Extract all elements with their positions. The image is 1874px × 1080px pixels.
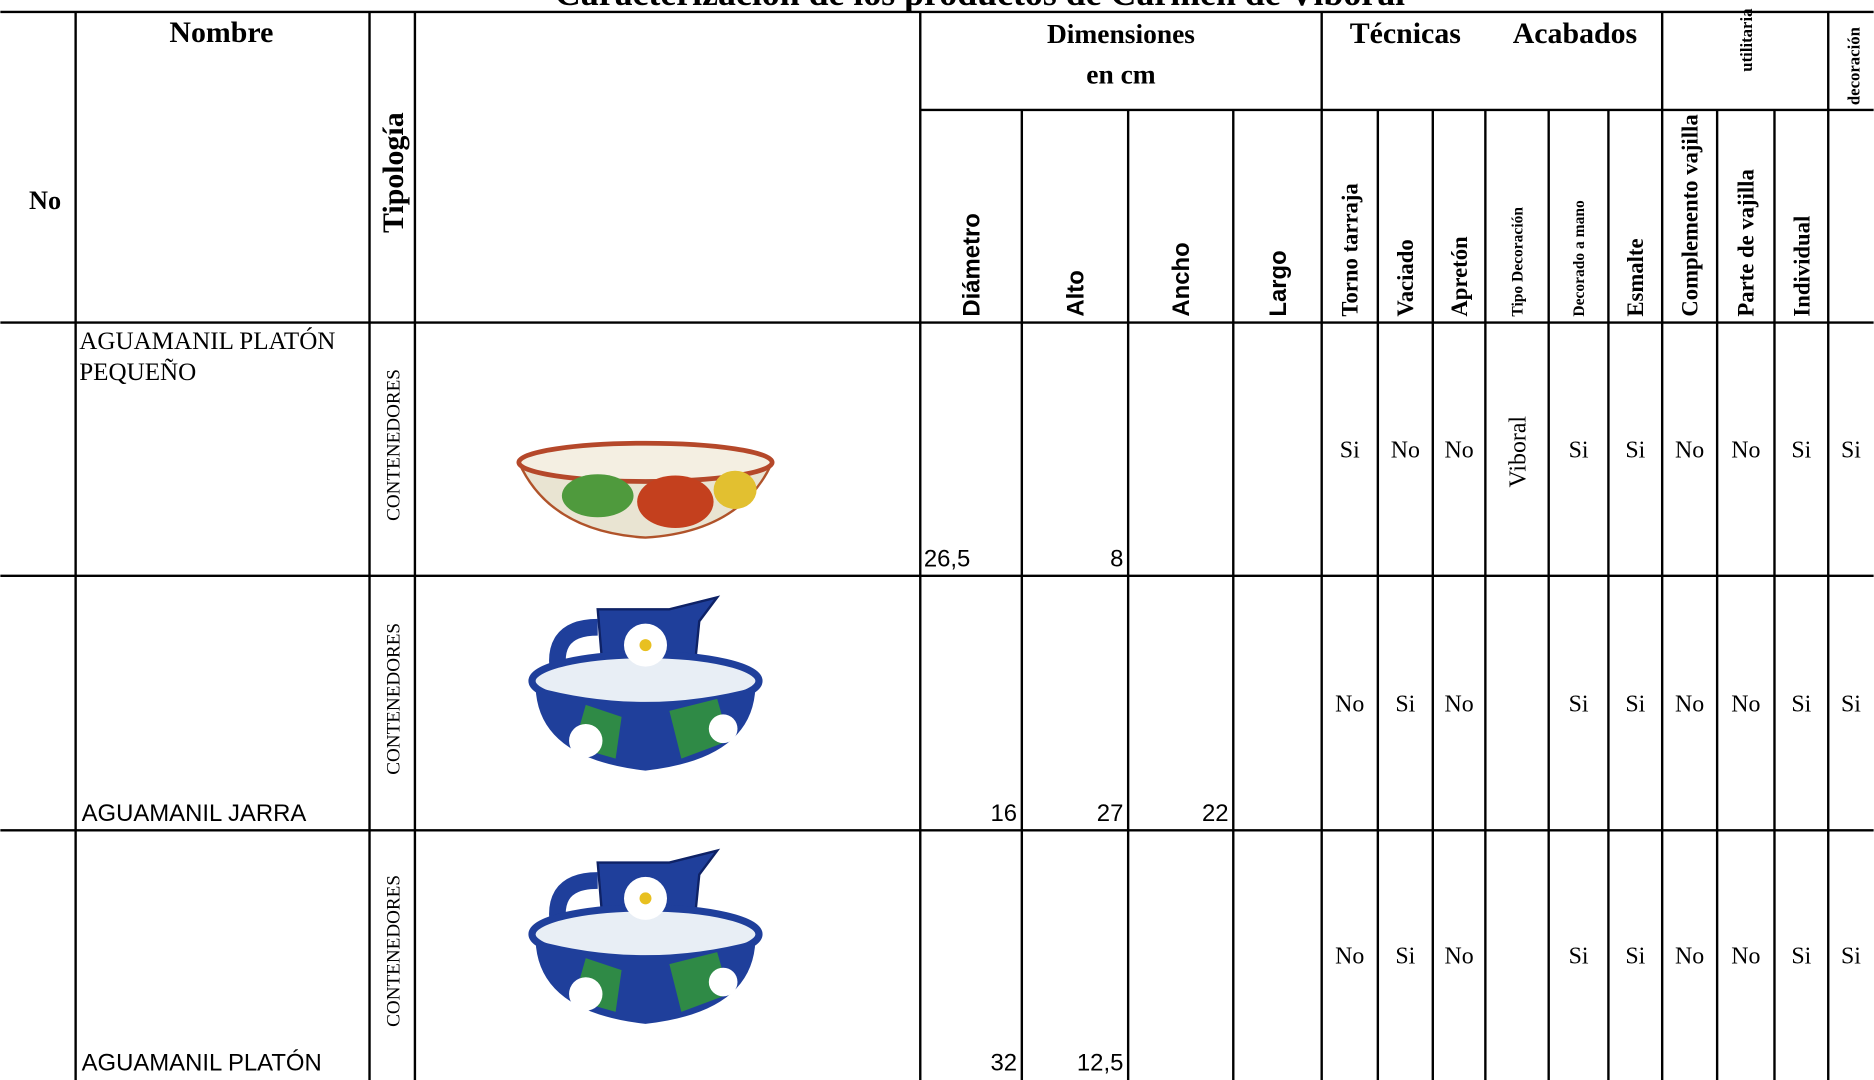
column-header: Parte de vajilla <box>1734 169 1759 316</box>
dimension-value: 16 <box>990 800 1017 827</box>
yes-no-value: No <box>1675 691 1704 717</box>
bowl-image <box>516 440 775 539</box>
dimension-value: 27 <box>1097 800 1124 827</box>
header-dimensiones-unit: en cm <box>1086 60 1156 90</box>
column-header: Alto <box>1062 270 1089 316</box>
yes-no-value: Si <box>1569 691 1589 717</box>
yes-no-value: No <box>1444 438 1473 464</box>
column-header: Individual <box>1789 216 1814 317</box>
product-name: AGUAMANIL PLATÓN PEQUEÑO <box>79 326 336 386</box>
yes-no-value: Si <box>1791 691 1811 717</box>
title: Caracterización de los productos de Carm… <box>555 0 1405 13</box>
header-decoracion: decoración <box>1844 26 1863 105</box>
yes-no-value: No <box>1444 944 1473 970</box>
yes-no-value: No <box>1335 691 1364 717</box>
column-header: Vaciado <box>1393 239 1418 316</box>
yes-no-value: No <box>1391 438 1420 464</box>
yes-no-value: Si <box>1569 944 1589 970</box>
yes-no-value: Si <box>1395 691 1415 717</box>
decoration-type: Viboral <box>1505 416 1531 488</box>
dimension-value: 12,5 <box>1077 1049 1123 1076</box>
yes-no-value: Si <box>1841 944 1861 970</box>
dimension-value: 32 <box>990 1049 1017 1076</box>
column-header: Diámetro <box>958 213 985 316</box>
column-header: Ancho <box>1168 242 1195 316</box>
tipologia: CONTENEDORES <box>383 623 404 775</box>
yes-no-value: Si <box>1791 944 1811 970</box>
yes-no-value: No <box>1731 944 1760 970</box>
yes-no-value: Si <box>1841 438 1861 464</box>
dimension-value: 8 <box>1110 545 1123 572</box>
yes-no-value: No <box>1675 944 1704 970</box>
yes-no-value: No <box>1731 438 1760 464</box>
yes-no-value: Si <box>1791 438 1811 464</box>
yes-no-value: No <box>1335 944 1364 970</box>
yes-no-value: Si <box>1625 438 1645 464</box>
name-cell: AGUAMANIL PLATÓN PEQUEÑO <box>79 326 336 386</box>
yes-no-value: No <box>1444 691 1473 717</box>
header-utilitaria: utilitaria <box>1737 8 1756 72</box>
header-tipologia: Tipología <box>377 112 410 233</box>
yes-no-value: Si <box>1625 691 1645 717</box>
product-name: AGUAMANIL PLATÓN <box>82 1049 322 1076</box>
dimension-value: 26,5 <box>924 545 970 572</box>
column-header: Torno tarraja <box>1338 183 1363 316</box>
yes-no-value: Si <box>1569 438 1589 464</box>
tipologia: CONTENEDORES <box>383 369 404 521</box>
column-header: Apretón <box>1447 236 1472 317</box>
column-header: Decorado a mano <box>1571 200 1588 317</box>
header-nombre: Nombre <box>169 16 273 49</box>
yes-no-value: No <box>1731 691 1760 717</box>
column-header: Tipo Decoración <box>1509 207 1526 317</box>
dimension-value: 22 <box>1202 800 1229 827</box>
column-header: Largo <box>1265 250 1292 316</box>
yes-no-value: Si <box>1625 944 1645 970</box>
header-no: No <box>29 186 61 215</box>
yes-no-value: Si <box>1841 691 1861 717</box>
jug-image <box>528 595 763 771</box>
column-header: Esmalte <box>1623 238 1648 316</box>
product-name: AGUAMANIL JARRA <box>82 800 307 827</box>
yes-no-value: Si <box>1395 944 1415 970</box>
header-tecnicas: Técnicas <box>1350 17 1461 50</box>
header-dimensiones: Dimensiones <box>1047 19 1195 49</box>
header-acabados: Acabados <box>1513 17 1637 50</box>
tipologia: CONTENEDORES <box>383 875 404 1027</box>
yes-no-value: Si <box>1340 438 1360 464</box>
column-header: Complemento vajilla <box>1678 114 1703 316</box>
yes-no-value: No <box>1675 438 1704 464</box>
